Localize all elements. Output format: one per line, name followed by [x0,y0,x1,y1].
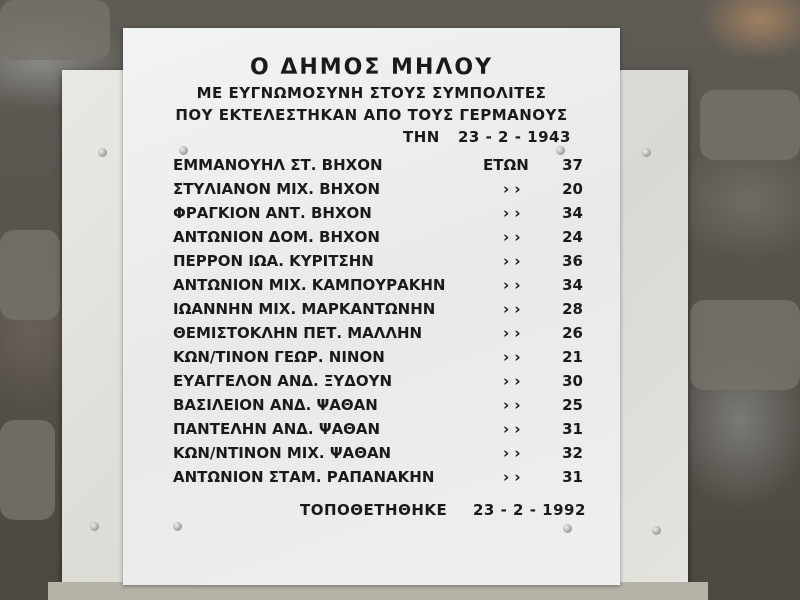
screw [652,526,661,535]
victim-age: 24 [562,228,583,246]
name-row: ΕΜΜΑΝΟΥΗΛ ΣΤ. ΒΗΧΟΝ ΕΤΩΝ 37 [173,156,583,178]
screw [642,148,651,157]
ditto-mark: › › [503,444,521,462]
name-row: ΠΕΡΡΟΝ ΙΩΑ. ΚΥΡΙΤΣΗΝ › › 36 [173,252,583,274]
victim-name: ΑΝΤΩΝΙΟΝ ΔΟΜ. ΒΗΧΟΝ [173,228,380,246]
victim-age: 21 [562,348,583,366]
footer-date: 23 - 2 - 1992 [473,501,586,519]
memorial-plaque: Ο ΔΗΜΟΣ ΜΗΛΟΥ ΜΕ ΕΥΓΝΩΜΟΣΥΝΗ ΣΤΟΥΣ ΣΥΜΠΟ… [123,28,620,585]
name-row: ΑΝΤΩΝΙΟΝ ΣΤΑΜ. ΡΑΠΑΝΑΚΗΝ › › 31 [173,468,583,490]
wall-stone [700,90,800,160]
name-row: ΚΩΝ/ΝΤΙΝΟΝ ΜΙΧ. ΨΑΘΑΝ › › 32 [173,444,583,466]
name-row: ΑΝΤΩΝΙΟΝ ΔΟΜ. ΒΗΧΟΝ › › 24 [173,228,583,250]
ditto-mark: › › [503,252,521,270]
ditto-mark: › › [503,276,521,294]
ditto-mark: › › [503,372,521,390]
wall-stone [0,0,110,60]
ditto-mark: › › [503,396,521,414]
screw [90,522,99,531]
screw [98,148,107,157]
ditto-mark: › › [503,348,521,366]
victim-name: ΠΕΡΡΟΝ ΙΩΑ. ΚΥΡΙΤΣΗΝ [173,252,374,270]
victim-age: 37 [562,156,583,174]
victim-age: 31 [562,420,583,438]
name-row: ΣΤΥΛΙΑΝΟΝ ΜΙΧ. ΒΗΧΟΝ › › 20 [173,180,583,202]
victim-age: 20 [562,180,583,198]
name-row: ΠΑΝΤΕΛΗΝ ΑΝΔ. ΨΑΘΑΝ › › 31 [173,420,583,442]
ditto-mark: › › [503,180,521,198]
ditto-mark: › › [503,324,521,342]
ditto-mark: › › [503,468,521,486]
victim-name: ΑΝΤΩΝΙΟΝ ΜΙΧ. ΚΑΜΠΟΥΡΑΚΗΝ [173,276,446,294]
name-row: ΚΩΝ/ΤΙΝΟΝ ΓΕΩΡ. ΝΙΝΟΝ › › 21 [173,348,583,370]
victim-age: 34 [562,276,583,294]
stone-base [48,582,708,600]
victim-age: 31 [562,468,583,486]
name-row: ΙΩΑΝΝΗΝ ΜΙΧ. ΜΑΡΚΑΝΤΩΝΗΝ › › 28 [173,300,583,322]
victim-name: ΦΡΑΓΚΙΟΝ ΑΝΤ. ΒΗΧΟΝ [173,204,372,222]
name-row: ΘΕΜΙΣΤΟΚΛΗΝ ΠΕΤ. ΜΑΛΛΗΝ › › 26 [173,324,583,346]
victim-age: 26 [562,324,583,342]
wall-stone [0,420,55,520]
screw [173,522,182,531]
ditto-mark: ΕΤΩΝ [483,156,529,174]
execution-date: 23 - 2 - 1943 [458,128,571,146]
ditto-mark: › › [503,420,521,438]
plaque-subtitle: ΜΕ ΕΥΓΝΩΜΟΣΥΝΗ ΣΤΟΥΣ ΣΥΜΠΟΛΙΤΕΣ [196,84,547,102]
ditto-mark: › › [503,204,521,222]
screw [556,146,565,155]
victim-name: ΠΑΝΤΕΛΗΝ ΑΝΔ. ΨΑΘΑΝ [173,420,381,438]
victim-name: ΕΜΜΑΝΟΥΗΛ ΣΤ. ΒΗΧΟΝ [173,156,383,174]
wall-stone [0,230,60,320]
victim-age: 30 [562,372,583,390]
victim-name: ΒΑΣΙΛΕΙΟΝ ΑΝΔ. ΨΑΘΑΝ [173,396,378,414]
footer-label: ΤΟΠΟΘΕΤΗΘΗΚΕ [300,501,448,519]
plaque-subtitle: ΠΟΥ ΕΚΤΕΛΕΣΤΗΚΑΝ ΑΠΟ ΤΟΥΣ ΓΕΡΜΑΝΟΥΣ [175,106,568,124]
victim-age: 34 [562,204,583,222]
screw [179,146,188,155]
victim-age: 36 [562,252,583,270]
victim-name: ΘΕΜΙΣΤΟΚΛΗΝ ΠΕΤ. ΜΑΛΛΗΝ [173,324,423,342]
name-row: ΦΡΑΓΚΙΟΝ ΑΝΤ. ΒΗΧΟΝ › › 34 [173,204,583,226]
victim-age: 32 [562,444,583,462]
wall-stone [690,300,800,390]
name-row: ΕΥΑΓΓΕΛΟΝ ΑΝΔ. ΞΥΔΟΥΝ › › 30 [173,372,583,394]
ditto-mark: › › [503,300,521,318]
ditto-mark: › › [503,228,521,246]
date-prefix: ΤΗΝ [403,128,440,146]
victim-name: ΑΝΤΩΝΙΟΝ ΣΤΑΜ. ΡΑΠΑΝΑΚΗΝ [173,468,435,486]
victim-age: 28 [562,300,583,318]
victim-name: ΙΩΑΝΝΗΝ ΜΙΧ. ΜΑΡΚΑΝΤΩΝΗΝ [173,300,436,318]
victim-name: ΣΤΥΛΙΑΝΟΝ ΜΙΧ. ΒΗΧΟΝ [173,180,381,198]
victim-name: ΚΩΝ/ΝΤΙΝΟΝ ΜΙΧ. ΨΑΘΑΝ [173,444,392,462]
plaque-title: Ο ΔΗΜΟΣ ΜΗΛΟΥ [249,55,494,80]
screw [563,524,572,533]
name-row: ΑΝΤΩΝΙΟΝ ΜΙΧ. ΚΑΜΠΟΥΡΑΚΗΝ › › 34 [173,276,583,298]
victim-name: ΕΥΑΓΓΕΛΟΝ ΑΝΔ. ΞΥΔΟΥΝ [173,372,393,390]
victim-age: 25 [562,396,583,414]
victim-name: ΚΩΝ/ΤΙΝΟΝ ΓΕΩΡ. ΝΙΝΟΝ [173,348,385,366]
name-row: ΒΑΣΙΛΕΙΟΝ ΑΝΔ. ΨΑΘΑΝ › › 25 [173,396,583,418]
